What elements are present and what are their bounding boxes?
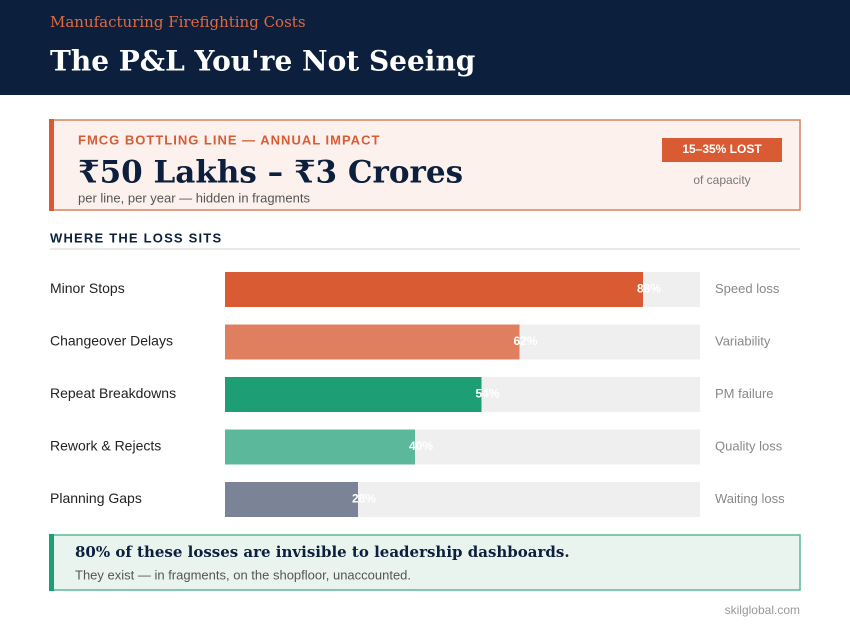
category-label: Rework & Rejects xyxy=(50,438,161,454)
callout-box xyxy=(49,534,801,591)
bar-note: Variability xyxy=(715,333,771,348)
chart-title: WHERE THE LOSS SITS xyxy=(50,230,222,245)
bar-chart: Minor Stops 88% Speed loss Changeover Delay… xyxy=(50,272,785,517)
header-bg xyxy=(0,0,850,95)
value-label: 28% xyxy=(352,492,376,506)
bar-note: Speed loss xyxy=(715,281,780,296)
bar xyxy=(225,377,482,412)
category-label: Repeat Breakdowns xyxy=(50,385,176,401)
impact-note: per line, per year — hidden in fragments xyxy=(78,190,310,205)
impact-accent xyxy=(49,119,54,211)
category-label: Minor Stops xyxy=(50,280,125,296)
category-label: Planning Gaps xyxy=(50,490,142,506)
badge-note: of capacity xyxy=(693,173,750,187)
value-label: 54% xyxy=(475,387,499,401)
bar-note: Quality loss xyxy=(715,438,783,453)
category-label: Changeover Delays xyxy=(50,333,173,349)
value-label: 88% xyxy=(637,282,661,296)
bar-note: PM failure xyxy=(715,386,774,401)
bar xyxy=(225,429,415,465)
bar xyxy=(225,324,520,360)
footer: skilglobal.com xyxy=(725,603,800,617)
callout-accent xyxy=(49,534,54,591)
impact-amount: ₹50 Lakhs – ₹3 Crores xyxy=(78,155,463,191)
bar xyxy=(225,482,358,517)
value-label: 62% xyxy=(513,334,537,348)
callout-title: 80% of these losses are invisible to lea… xyxy=(75,543,570,561)
bar-note: Waiting loss xyxy=(715,491,785,506)
impact-label: FMCG BOTTLING LINE — ANNUAL IMPACT xyxy=(78,132,380,147)
value-label: 40% xyxy=(409,439,433,453)
bar xyxy=(225,272,643,307)
page-title: The P&L You're Not Seeing xyxy=(50,45,475,78)
badge xyxy=(662,138,782,162)
impact-box xyxy=(49,119,801,211)
kicker: Manufacturing Firefighting Costs xyxy=(50,13,306,31)
badge-text: 15–35% LOST xyxy=(682,142,762,156)
callout-text: They exist — in fragments, on the shopfl… xyxy=(75,567,411,582)
